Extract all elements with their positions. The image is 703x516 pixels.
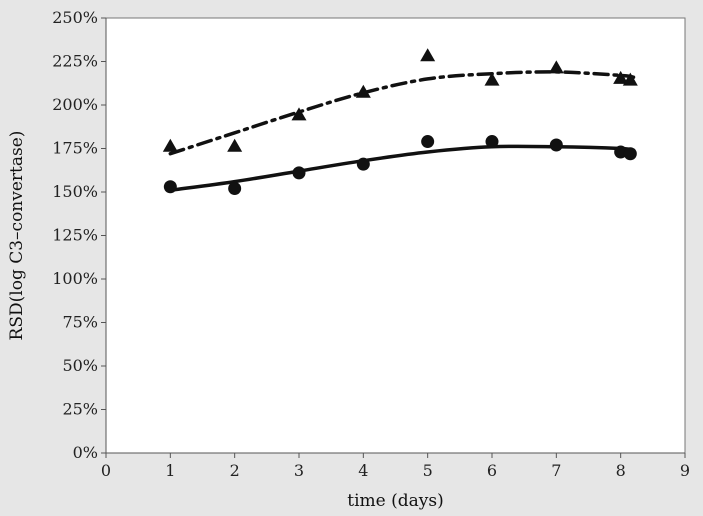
plot-area <box>105 17 686 454</box>
circle-point <box>549 138 563 152</box>
circle-point <box>163 180 177 194</box>
circle-point <box>421 135 435 149</box>
circle-point <box>614 145 628 159</box>
triangle-point <box>162 138 178 152</box>
y-tick-label: 175% <box>52 139 98 158</box>
circle-point <box>228 182 242 196</box>
x-axis-title: time (days) <box>347 491 443 511</box>
y-tick-label: 100% <box>52 269 98 288</box>
x-tick-label: 1 <box>165 461 175 480</box>
y-axis-title: RSD(log C3–convertase) <box>7 131 27 341</box>
trend-lines <box>168 70 636 193</box>
circle-point <box>292 166 306 180</box>
x-tick-label: 2 <box>230 461 240 480</box>
y-tick-label: 50% <box>62 356 98 375</box>
y-tick-label: 250% <box>52 8 98 27</box>
x-tick-label: 6 <box>487 461 497 480</box>
y-tick-label: 25% <box>62 400 98 419</box>
y-tick-label: 75% <box>62 313 98 332</box>
y-tick-label: 0% <box>73 443 98 462</box>
circle-point <box>356 157 370 171</box>
x-tick-label: 9 <box>680 461 690 480</box>
x-tick-label: 0 <box>101 461 111 480</box>
y-tick-label: 200% <box>52 95 98 114</box>
y-tick-label: 225% <box>52 52 98 71</box>
data-points <box>162 48 638 196</box>
triangle-point <box>227 138 243 152</box>
triangle-point <box>548 60 564 74</box>
y-tick-label: 150% <box>52 182 98 201</box>
triangle-point <box>355 84 371 98</box>
axes: 0% 25% 50% 75% 100% 125% 150% 175% 200% 225% 250% 0… <box>52 8 690 480</box>
x-tick-label: 8 <box>616 461 626 480</box>
triangle-point <box>613 70 629 84</box>
triangle-point <box>420 48 436 62</box>
triangle-point <box>622 72 638 86</box>
circle-point <box>485 135 499 149</box>
y-tick-label: 125% <box>52 226 98 245</box>
circle-point <box>623 147 637 161</box>
triangle-point <box>484 72 500 86</box>
x-tick-label: 7 <box>551 461 561 480</box>
x-tick-label: 3 <box>294 461 304 480</box>
triangle-point <box>291 107 307 121</box>
trend-line-circle-series <box>168 144 636 193</box>
trend-line-triangle-series <box>168 70 636 156</box>
x-tick-label: 5 <box>423 461 433 480</box>
x-tick-label: 4 <box>358 461 368 480</box>
